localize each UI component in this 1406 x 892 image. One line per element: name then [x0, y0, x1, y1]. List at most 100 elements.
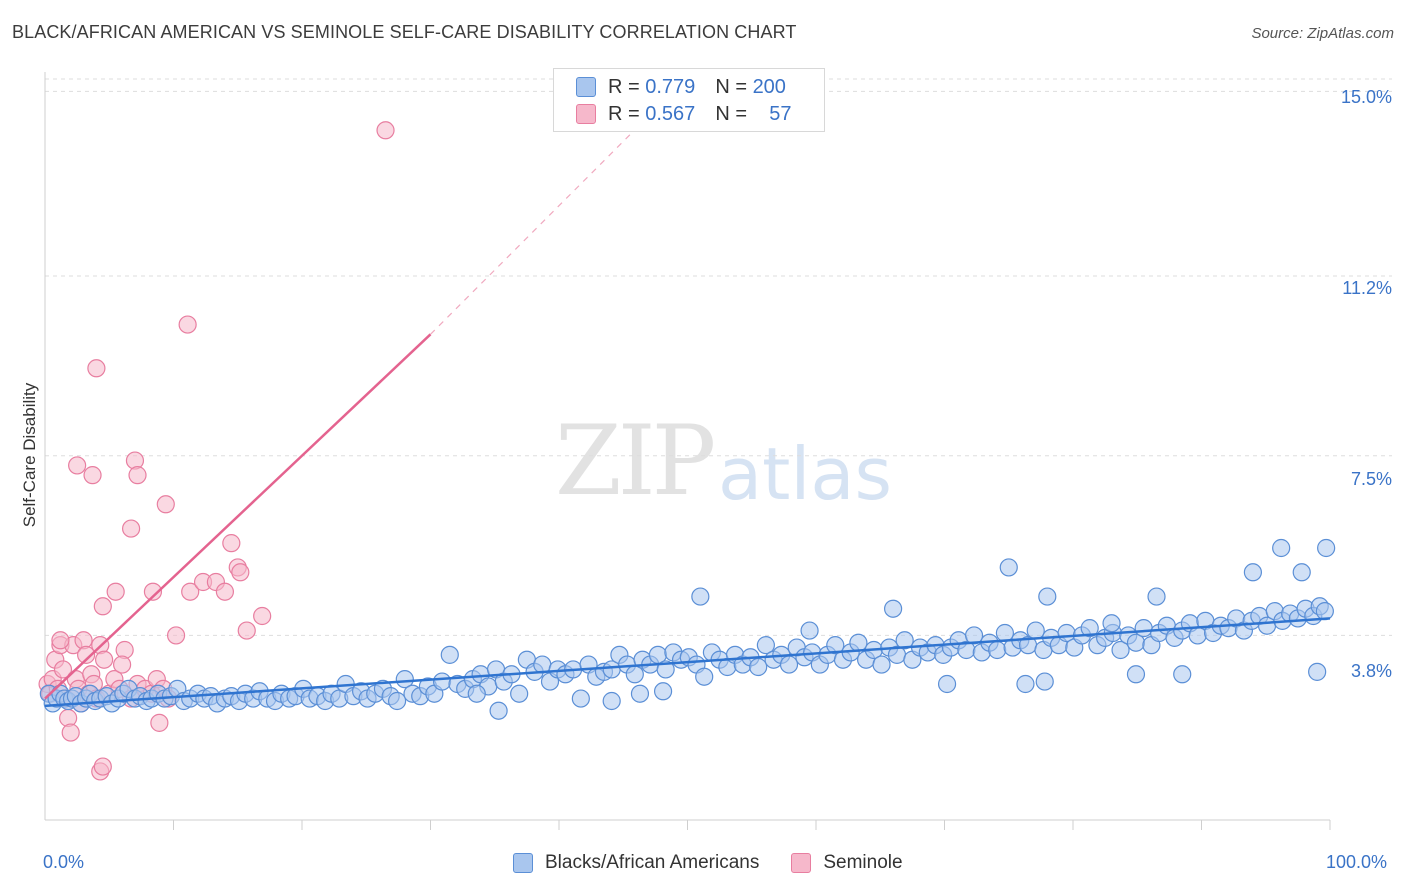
data-point	[77, 645, 96, 664]
watermark-atlas: atlas	[718, 432, 892, 516]
data-point	[489, 701, 508, 720]
r-value: 0.567	[645, 102, 696, 125]
y-tick-label: 11.2%	[1342, 278, 1392, 298]
n-label: N =	[715, 102, 747, 125]
data-point	[1038, 587, 1057, 606]
data-point	[1126, 665, 1146, 684]
data-point	[467, 684, 486, 703]
data-point	[895, 631, 914, 650]
data-point	[156, 495, 175, 514]
data-point	[883, 599, 903, 618]
x-tick-label-max: 100.0%	[1326, 852, 1388, 872]
data-point	[1272, 538, 1291, 558]
gridlines	[45, 78, 1392, 636]
data-point	[630, 684, 650, 703]
data-point	[1026, 621, 1045, 640]
chart-title: BLACK/AFRICAN AMERICAN VS SEMINOLE SELF-…	[12, 22, 797, 42]
pink-swatch	[791, 853, 812, 873]
blue-swatch	[513, 853, 533, 873]
data-point	[800, 621, 819, 640]
data-point	[253, 606, 272, 626]
x-tick-label-min: 0.0%	[43, 852, 85, 872]
blue-swatch	[576, 77, 596, 97]
data-point	[128, 466, 147, 485]
data-point	[231, 563, 250, 582]
data-point	[1317, 538, 1336, 558]
data-point	[68, 456, 87, 475]
data-point	[988, 640, 1007, 660]
series-legend: Blacks/African Americans Seminole	[513, 852, 935, 874]
data-point	[178, 315, 197, 334]
data-point	[61, 723, 80, 742]
data-point	[1308, 662, 1327, 681]
data-point	[1147, 587, 1166, 606]
data-point	[1080, 619, 1099, 638]
data-point	[1292, 563, 1311, 582]
axes	[44, 72, 1331, 830]
r-label: R =	[608, 102, 640, 125]
data-point	[222, 534, 241, 553]
watermark-zip: ZIP	[555, 405, 716, 517]
data-point	[691, 587, 710, 606]
data-point	[937, 674, 957, 694]
legend-row-seminole: R = 0.567 N = 57	[576, 102, 791, 126]
legend-label: Seminole	[823, 852, 903, 873]
source-label: Source: ZipAtlas.com	[1251, 25, 1394, 42]
data-point	[395, 670, 414, 689]
data-point	[1111, 640, 1130, 660]
data-point	[95, 650, 114, 669]
data-point	[93, 757, 112, 776]
data-point	[1243, 563, 1263, 582]
data-point	[166, 626, 186, 645]
data-point	[872, 655, 891, 674]
data-point	[695, 667, 714, 686]
data-point	[51, 631, 70, 650]
data-point	[376, 121, 395, 140]
pink-swatch	[576, 104, 596, 124]
data-point	[93, 597, 112, 616]
data-point	[849, 633, 868, 652]
data-point	[571, 689, 590, 708]
legend-item-blacks: Blacks/African Americans	[513, 852, 759, 874]
data-point	[150, 713, 169, 732]
data-point	[87, 359, 106, 378]
data-point	[432, 672, 452, 691]
data-point	[653, 682, 673, 701]
data-point	[143, 582, 163, 601]
trend-lines	[44, 115, 1331, 708]
data-point	[121, 519, 141, 538]
n-label: N =	[715, 75, 747, 98]
data-point	[237, 621, 256, 640]
data-point	[181, 582, 200, 601]
data-point	[756, 636, 775, 655]
y-tick-label: 7.5%	[1350, 469, 1392, 489]
blacks-points	[39, 538, 1336, 720]
data-point	[106, 582, 125, 601]
y-tick-label: 3.8%	[1350, 661, 1392, 681]
data-point	[510, 684, 529, 703]
data-point	[964, 626, 984, 645]
data-point	[999, 558, 1018, 577]
data-point	[1102, 614, 1121, 633]
data-point	[83, 466, 102, 485]
data-point	[440, 645, 459, 664]
data-point	[1035, 672, 1054, 691]
data-point	[1016, 674, 1035, 694]
data-point	[112, 655, 132, 674]
data-point	[1315, 602, 1334, 621]
legend-item-seminole: Seminole	[791, 852, 903, 874]
trend-line-seminole	[44, 333, 432, 700]
data-point	[215, 582, 234, 601]
data-point	[749, 657, 768, 677]
y-tick-label: 15.0%	[1340, 87, 1392, 107]
n-value: 57	[769, 102, 792, 125]
r-label: R =	[608, 75, 640, 98]
trend-line-blacks	[44, 617, 1331, 708]
data-point	[602, 691, 621, 711]
data-point	[656, 660, 675, 679]
data-point	[53, 660, 73, 679]
data-point	[779, 655, 799, 674]
data-point	[826, 636, 845, 655]
y-axis-label: Self-Care Disability	[20, 382, 39, 528]
